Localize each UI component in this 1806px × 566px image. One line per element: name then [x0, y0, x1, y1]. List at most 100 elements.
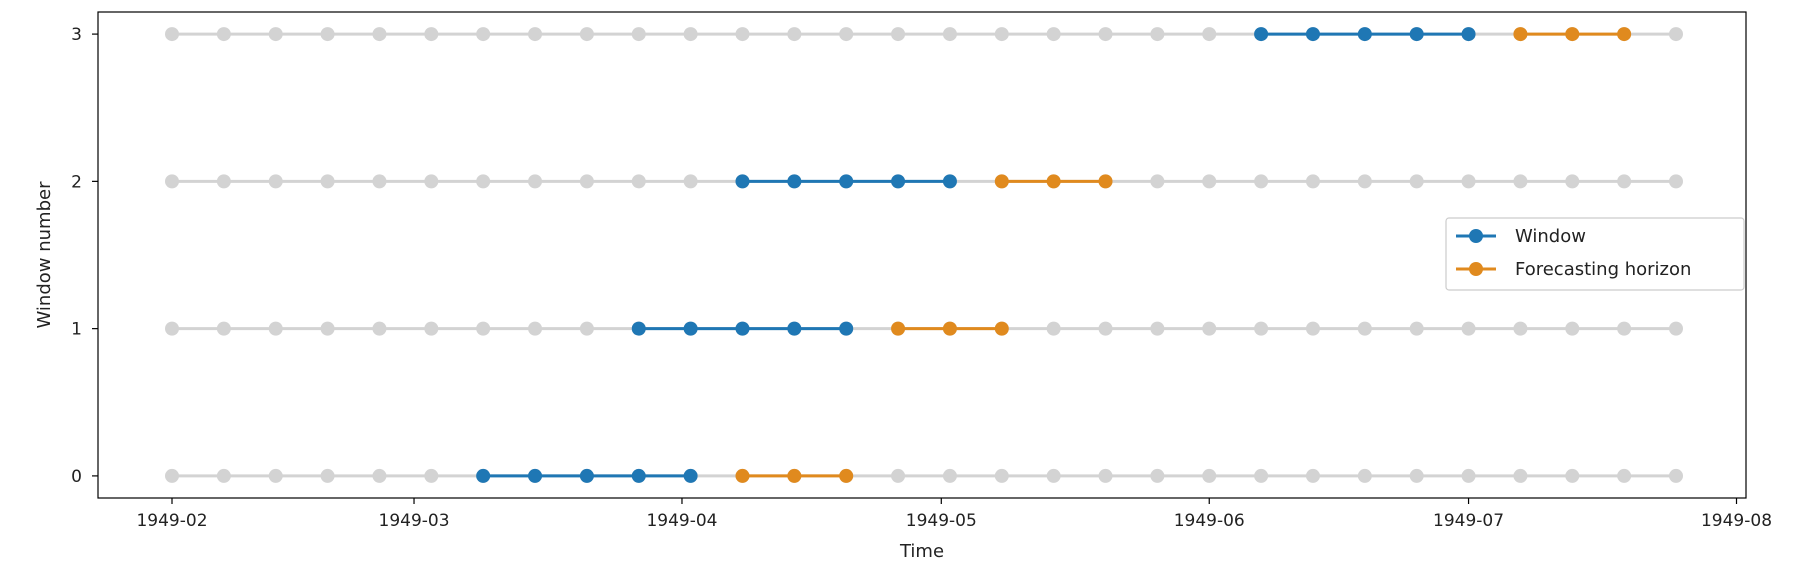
horizon-point	[735, 468, 750, 483]
background-point	[683, 27, 698, 42]
background-point	[528, 321, 543, 336]
window-point	[942, 174, 957, 189]
background-point	[942, 468, 957, 483]
x-tick-label: 1949-08	[1701, 511, 1772, 531]
background-point	[372, 174, 387, 189]
x-tick-label: 1949-02	[136, 511, 207, 531]
background-point	[268, 174, 283, 189]
background-point	[1617, 174, 1632, 189]
horizon-point	[994, 174, 1009, 189]
background-point	[994, 27, 1009, 42]
background-point	[1513, 174, 1528, 189]
background-point	[1202, 174, 1217, 189]
window-point	[476, 468, 491, 483]
x-tick-label: 1949-06	[1174, 511, 1245, 531]
background-point	[476, 27, 491, 42]
background-point	[528, 27, 543, 42]
background-point	[1150, 468, 1165, 483]
background-point	[1357, 174, 1372, 189]
window-point	[528, 468, 543, 483]
background-point	[1150, 27, 1165, 42]
background-point	[268, 27, 283, 42]
background-point	[320, 468, 335, 483]
window-point	[1357, 27, 1372, 42]
background-point	[1046, 27, 1061, 42]
background-point	[1305, 174, 1320, 189]
x-axis-ticks: 1949-02 1949-03 1949-04 1949-05 1949-06 1949-…	[136, 498, 1772, 531]
window-point	[579, 468, 594, 483]
horizon-point	[1513, 27, 1528, 42]
background-point	[1617, 321, 1632, 336]
background-point	[1357, 321, 1372, 336]
background-point	[320, 174, 335, 189]
window-point	[891, 174, 906, 189]
background-point	[476, 321, 491, 336]
background-point	[1254, 468, 1269, 483]
background-point	[735, 27, 750, 42]
y-tick-label: 2	[71, 172, 82, 192]
background-point	[839, 27, 854, 42]
background-point	[372, 468, 387, 483]
background-point	[787, 27, 802, 42]
background-point	[1461, 321, 1476, 336]
background-point	[579, 27, 594, 42]
background-point	[165, 27, 179, 42]
background-point	[528, 174, 543, 189]
series-layer	[476, 27, 1632, 483]
background-point	[1565, 468, 1580, 483]
background-point	[424, 468, 439, 483]
x-tick-label: 1949-05	[906, 511, 977, 531]
background-point	[216, 468, 231, 483]
legend: Window Forecasting horizon	[1445, 217, 1745, 291]
legend-horizon-marker	[1469, 262, 1483, 276]
x-tick-label: 1949-07	[1433, 511, 1504, 531]
background-point	[1409, 321, 1424, 336]
background-point	[1046, 321, 1061, 336]
background-point	[1513, 321, 1528, 336]
background-point	[1409, 174, 1424, 189]
x-tick-label: 1949-04	[646, 511, 717, 531]
background-point	[1305, 321, 1320, 336]
background-point	[165, 468, 179, 483]
x-tick-label: 1949-03	[379, 511, 450, 531]
window-point	[787, 174, 802, 189]
background-point	[1254, 174, 1269, 189]
background-point	[1098, 27, 1113, 42]
background-point	[631, 174, 646, 189]
y-tick-label: 3	[71, 25, 82, 45]
background-point	[683, 174, 698, 189]
background-point	[216, 321, 231, 336]
legend-window-label: Window	[1515, 226, 1586, 247]
horizon-point	[839, 468, 854, 483]
window-point	[839, 321, 854, 336]
background-point	[891, 468, 906, 483]
background-point	[1150, 321, 1165, 336]
horizon-point	[1565, 27, 1580, 42]
background-point	[942, 27, 957, 42]
background-point	[268, 321, 283, 336]
window-point	[631, 468, 646, 483]
background-point	[994, 468, 1009, 483]
legend-horizon-label: Forecasting horizon	[1515, 259, 1691, 280]
background-point	[1461, 468, 1476, 483]
background-point	[268, 468, 283, 483]
background-point	[165, 174, 179, 189]
window-point	[735, 321, 750, 336]
background-point	[1357, 468, 1372, 483]
window-point	[839, 174, 854, 189]
background-point	[372, 321, 387, 336]
background-point	[1565, 321, 1580, 336]
background-point	[631, 27, 646, 42]
legend-window-marker	[1469, 229, 1483, 243]
background-point	[424, 321, 439, 336]
background-point	[1409, 468, 1424, 483]
background-point	[1669, 174, 1683, 189]
window-point	[683, 468, 698, 483]
background-point	[891, 27, 906, 42]
background-point	[1046, 468, 1061, 483]
background-point	[1669, 321, 1683, 336]
background-point	[216, 174, 231, 189]
background-point	[1202, 27, 1217, 42]
background-point	[1150, 174, 1165, 189]
background-point	[424, 174, 439, 189]
